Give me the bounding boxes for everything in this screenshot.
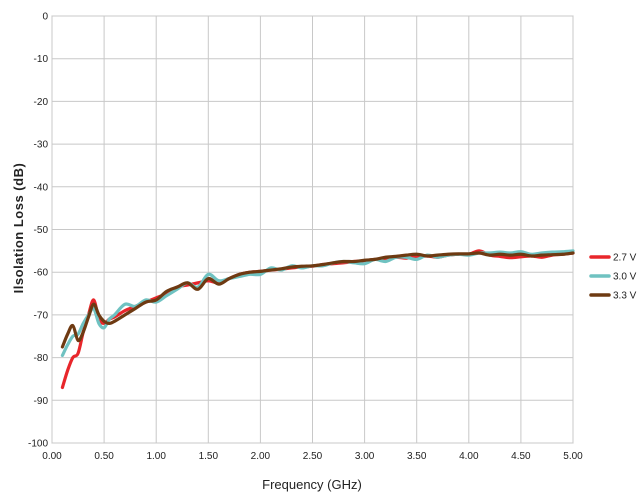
x-axis-title: Frequency (GHz) xyxy=(262,477,362,492)
x-tick-label: 2.00 xyxy=(251,451,271,462)
x-tick-labels: 0.00 0.50 1.00 1.50 2.00 2.50 3.00 3.50 4.00 4.50… xyxy=(42,451,583,462)
x-tick-label: 5.00 xyxy=(563,451,583,462)
y-tick-label: -10 xyxy=(34,54,49,65)
legend-label-2: 3.0 V xyxy=(613,272,637,283)
y-tick-labels: 0 -10 -20 -30 -40 -50 -60 -70 -80 -90 -100 xyxy=(28,12,48,450)
y-tick-label: -40 xyxy=(34,182,49,193)
series-lines xyxy=(60,249,575,390)
gridlines xyxy=(51,15,574,444)
y-axis-title: Ilsolation Loss (dB) xyxy=(11,163,26,294)
y-tick-label: -90 xyxy=(34,396,49,407)
x-tick-label: 1.50 xyxy=(199,451,219,462)
x-tick-label: 0.50 xyxy=(94,451,114,462)
legend-label-3: 3.3 V xyxy=(613,291,637,302)
x-tick-label: 0.00 xyxy=(42,451,62,462)
x-tick-label: 3.00 xyxy=(355,451,375,462)
x-tick-label: 1.00 xyxy=(146,451,166,462)
legend: 2.7 V 3.0 V 3.3 V xyxy=(589,253,637,302)
y-tick-label: 0 xyxy=(42,12,48,23)
y-tick-label: -100 xyxy=(28,439,48,450)
x-tick-label: 3.50 xyxy=(407,451,427,462)
y-tick-label: -60 xyxy=(34,268,49,279)
series-line-3 xyxy=(60,251,575,349)
x-tick-label: 2.50 xyxy=(303,451,323,462)
y-tick-label: -30 xyxy=(34,140,49,151)
y-tick-label: -80 xyxy=(34,353,49,364)
x-tick-label: 4.00 xyxy=(459,451,479,462)
x-tick-label: 4.50 xyxy=(511,451,531,462)
y-tick-label: -70 xyxy=(34,310,49,321)
legend-label-1: 2.7 V xyxy=(613,253,637,264)
y-tick-label: -20 xyxy=(34,97,49,108)
y-tick-label: -50 xyxy=(34,225,49,236)
